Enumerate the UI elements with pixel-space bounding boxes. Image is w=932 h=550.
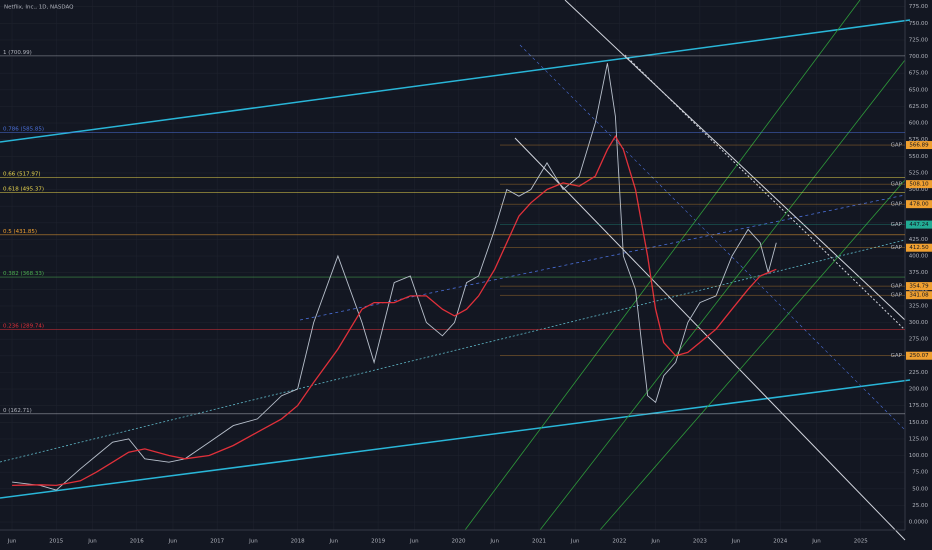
gap-tag: GAP	[891, 143, 903, 149]
price-tag-label: 478.00	[909, 202, 929, 208]
price-tag	[906, 220, 932, 229]
price-tag	[906, 291, 932, 300]
green-fan-1	[464, 0, 861, 531]
fib-label: 0 (162.71)	[3, 408, 32, 414]
price-tag	[906, 243, 932, 252]
price-tag-label: 566.89	[909, 143, 929, 149]
x-tick-label: 2024	[773, 539, 787, 545]
x-tick-label: Jun	[168, 539, 178, 545]
x-tick-label: 2023	[693, 539, 707, 545]
y-tick-label: 175.00	[909, 403, 929, 409]
y-tick-label: 225.00	[909, 370, 929, 376]
price-line	[12, 63, 777, 491]
x-tick-label: Jun	[811, 539, 821, 545]
channel-bottom	[0, 379, 911, 499]
chart-title: Netflix, Inc., 1D, NASDAQ	[4, 5, 74, 11]
x-tick-label: Jun	[489, 539, 499, 545]
x-tick-label: 2019	[371, 539, 385, 545]
y-tick-label: 25.00	[912, 503, 928, 509]
fib-label: 0.382 (368.33)	[3, 271, 44, 277]
x-tick-label: Jun	[570, 539, 580, 545]
gap-tag: GAP	[891, 284, 903, 290]
price-tag-label: 508.10	[909, 182, 929, 188]
y-tick-label: 500.00	[909, 187, 929, 193]
price-tag	[906, 200, 932, 209]
x-tick-label: 2015	[49, 539, 63, 545]
y-tick-label: 125.00	[909, 436, 929, 442]
price-tag	[906, 180, 932, 189]
x-tick-label: Jun	[731, 539, 741, 545]
price-tag	[906, 351, 932, 360]
y-tick-label: 600.00	[909, 121, 929, 127]
y-tick-label: 325.00	[909, 303, 929, 309]
fib-label: 0.786 (585.85)	[3, 126, 44, 132]
gap-tag: GAP	[891, 245, 903, 251]
green-fan-3	[599, 179, 906, 531]
x-tick-label: 2021	[532, 539, 546, 545]
blue-dashed-diagonal	[519, 44, 906, 431]
y-tick-label: 525.00	[909, 170, 929, 176]
x-tick-label: 2020	[452, 539, 466, 545]
x-tick-label: Jun	[329, 539, 339, 545]
y-tick-label: 650.00	[909, 87, 929, 93]
y-tick-label: 675.00	[909, 71, 929, 77]
y-tick-label: 775.00	[909, 4, 929, 10]
y-tick-label: 0.0000	[909, 520, 929, 526]
y-tick-label: 200.00	[909, 387, 929, 393]
x-tick-label: Jun	[7, 539, 17, 545]
y-tick-label: 150.00	[909, 420, 929, 426]
x-tick-label: Jun	[650, 539, 660, 545]
y-tick-label: 700.00	[909, 54, 929, 60]
fib-label: 1 (700.99)	[3, 50, 32, 56]
fib-label: 0.236 (289.74)	[3, 323, 44, 329]
price-line	[12, 135, 777, 487]
y-tick-label: 425.00	[909, 237, 929, 243]
price-tag	[906, 282, 932, 291]
x-tick-label: 2018	[291, 539, 305, 545]
y-tick-label: 50.00	[912, 486, 928, 492]
y-tick-label: 550.00	[909, 154, 929, 160]
price-tag-label: 354.79	[909, 284, 929, 290]
y-tick-label: 75.00	[912, 470, 928, 476]
x-tick-label: 2017	[210, 539, 224, 545]
y-tick-label: 100.00	[909, 453, 929, 459]
fib-label: 0.618 (495.37)	[3, 187, 44, 193]
price-tag	[906, 141, 932, 150]
y-tick-label: 300.00	[909, 320, 929, 326]
white-diagonal	[564, 0, 906, 321]
gap-tag: GAP	[891, 293, 903, 299]
x-tick-label: Jun	[248, 539, 258, 545]
fib-label: 0.66 (517.97)	[3, 172, 41, 178]
price-tag-label: 250.07	[909, 353, 929, 359]
price-tag-label: 412.50	[909, 245, 929, 251]
price-tag-label: 447.24	[909, 222, 929, 228]
x-tick-label: Jun	[409, 539, 419, 545]
y-tick-label: 275.00	[909, 337, 929, 343]
x-tick-label: 2016	[130, 539, 144, 545]
y-tick-label: 400.00	[909, 254, 929, 260]
y-tick-label: 750.00	[909, 21, 929, 27]
price-tag-label: 341.08	[909, 293, 929, 299]
y-tick-label: 375.00	[909, 270, 929, 276]
y-tick-label: 725.00	[909, 37, 929, 43]
fib-label: 0.5 (431.85)	[3, 229, 37, 235]
x-tick-label: 2025	[854, 539, 868, 545]
x-tick-label: 2022	[612, 539, 626, 545]
x-tick-label: Jun	[87, 539, 97, 545]
y-tick-label: 575.00	[909, 137, 929, 143]
grid	[0, 0, 905, 530]
gap-tag: GAP	[891, 222, 903, 228]
channel-top	[0, 19, 911, 143]
gap-tag: GAP	[891, 202, 903, 208]
y-tick-label: 625.00	[909, 104, 929, 110]
white-diagonal-2	[514, 137, 906, 541]
gap-tag: GAP	[891, 353, 903, 359]
gap-tag: GAP	[891, 182, 903, 188]
